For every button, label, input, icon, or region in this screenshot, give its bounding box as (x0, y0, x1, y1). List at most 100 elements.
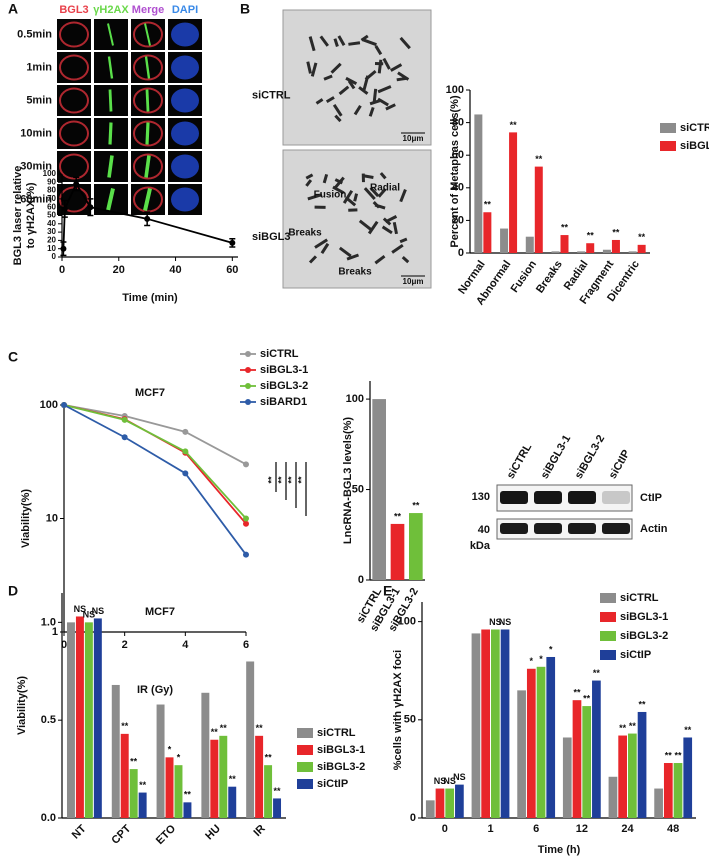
blot-strip (496, 518, 633, 540)
column-header: γH2AX (93, 4, 129, 16)
y-tick-label: 0.0 (41, 812, 56, 824)
significance: ** (394, 511, 402, 521)
significance: ** (535, 154, 543, 164)
x-tick-label: 40 (169, 264, 181, 276)
nucleus (171, 55, 199, 80)
y-tick-label: 50 (352, 483, 364, 495)
significance: ** (629, 721, 637, 731)
legend-label: siCTRL (317, 727, 356, 739)
metaphase-image (282, 9, 432, 146)
band (534, 523, 562, 534)
legend-label: siBGL3 (680, 140, 709, 152)
y-tick-label: 70 (47, 194, 56, 203)
chromosome (358, 86, 369, 95)
y-tick-label: 20 (47, 236, 56, 245)
legend-swatch (600, 650, 616, 660)
bar (628, 251, 637, 253)
damage-stripe (144, 155, 151, 178)
y-axis-label: Viability(%) (16, 676, 28, 735)
bar (562, 737, 572, 818)
line (63, 404, 247, 520)
bar (66, 622, 75, 818)
scale-bar-label: 10μm (403, 134, 424, 143)
chromosome (367, 220, 379, 235)
chromosome (372, 88, 378, 104)
chromosome (385, 103, 396, 111)
chromosome (330, 62, 342, 74)
chromosome (401, 256, 410, 264)
bar (435, 788, 445, 818)
bar (474, 114, 483, 253)
chromosome (334, 114, 342, 123)
condition-label: siBGL3 (252, 231, 291, 243)
chromosome (399, 36, 411, 50)
x-tick-label: 2 (122, 639, 128, 651)
y-tick-label: 60 (452, 149, 464, 161)
x-tick-label: 60 (226, 264, 238, 276)
significance: ** (561, 222, 569, 232)
bar (390, 523, 405, 580)
y-tick-label: 100 (43, 169, 57, 178)
bar (481, 629, 490, 818)
significance: ** (276, 476, 286, 484)
legend-label: siBGL3-1 (260, 364, 308, 376)
significance: ** (665, 750, 673, 760)
micrograph (57, 52, 91, 83)
chromosome (374, 45, 383, 56)
bar (483, 212, 492, 253)
nucleus (171, 88, 199, 113)
y-tick-label: 90 (47, 177, 56, 186)
significance: NS (434, 776, 447, 786)
condition-label: siCTRL (252, 89, 291, 101)
significance: ** (510, 120, 518, 130)
y-tick-label: 0 (410, 812, 416, 824)
nucleus (171, 121, 199, 146)
y-tick-label: 80 (47, 186, 56, 195)
y-tick-label: 30 (47, 227, 56, 236)
chromosome (347, 80, 356, 90)
chromosome (338, 246, 352, 258)
significance: ** (296, 476, 306, 484)
chromosome (348, 208, 358, 212)
bar (111, 684, 120, 818)
significance: NS (92, 606, 105, 616)
bar (255, 735, 264, 818)
bar (75, 616, 84, 818)
chromosome (369, 186, 380, 198)
band (568, 491, 596, 504)
bar (183, 802, 192, 818)
y-tick-label: 100 (40, 399, 58, 411)
x-tick-label: 24 (621, 823, 634, 835)
chart-title: MCF7 (145, 606, 175, 618)
legend-marker (245, 399, 251, 405)
chromosome (338, 85, 350, 96)
y-axis-label: LncRNA-BGL3 levels(%) (342, 417, 354, 544)
legend-swatch (600, 612, 616, 622)
legend-marker (245, 351, 251, 357)
x-axis-label: Time (h) (538, 844, 581, 856)
nucleus (171, 154, 199, 179)
chromosome (332, 104, 343, 117)
cell-signal (133, 54, 163, 81)
point (60, 245, 67, 252)
legend-swatch (297, 745, 313, 755)
significance: ** (229, 774, 237, 784)
chromosome (310, 62, 318, 77)
bar (577, 251, 586, 253)
marker-label: 40 (478, 524, 490, 536)
chromosome (368, 106, 375, 117)
significance: ** (184, 790, 192, 800)
significance: ** (211, 727, 219, 737)
significance: ** (256, 723, 264, 733)
bar (471, 633, 481, 818)
legend-label: siBGL3-2 (620, 630, 668, 642)
chromosome (377, 85, 392, 94)
cell-signal (133, 87, 163, 114)
point (182, 448, 189, 455)
bar (592, 680, 601, 818)
y-tick-label: 10 (47, 244, 56, 253)
marker-label: 130 (472, 491, 490, 503)
significance: * (177, 753, 181, 763)
point (61, 402, 67, 408)
significance: ** (484, 200, 492, 210)
